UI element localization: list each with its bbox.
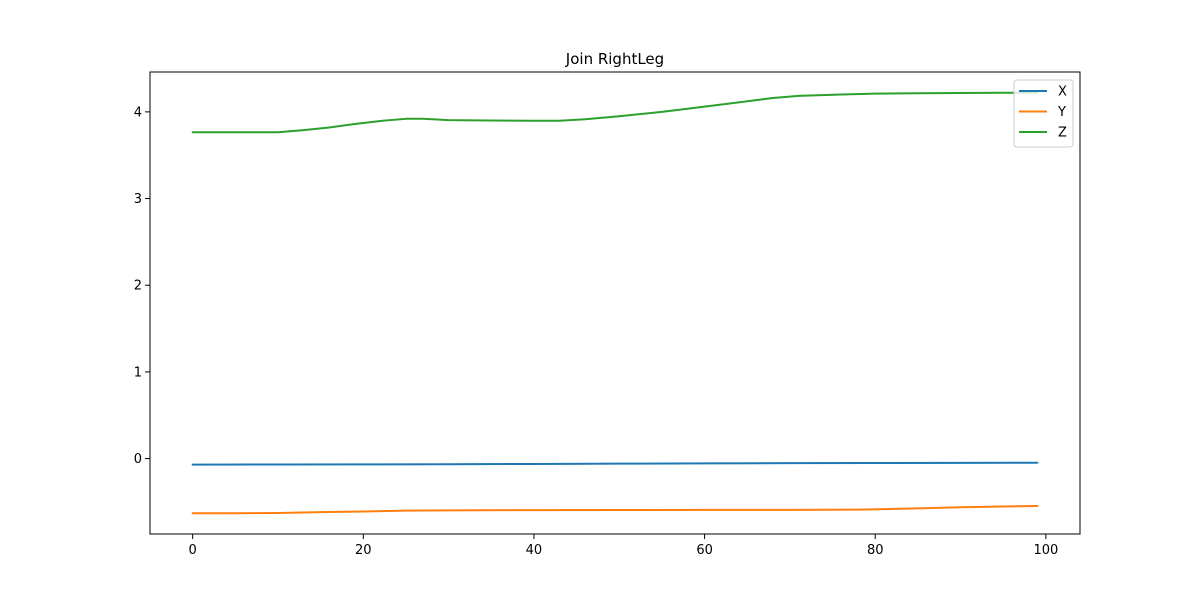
plot-area-frame: [149, 71, 1081, 535]
y-tick-label: 1: [134, 365, 142, 380]
x-tick-label: 20: [355, 543, 372, 558]
x-tick-label: 60: [696, 543, 713, 558]
legend-label-y: Y: [1057, 105, 1066, 120]
y-tick-label: 3: [134, 192, 142, 207]
series-line-y: [191, 505, 1039, 515]
y-tick-label: 0: [134, 452, 142, 467]
series-line-x: [191, 461, 1039, 466]
series-line-z: [191, 91, 1039, 134]
legend: XYZ: [1013, 79, 1074, 148]
legend-label-x: X: [1058, 85, 1067, 100]
x-tick-label: 40: [526, 543, 543, 558]
y-tick-label: 2: [134, 279, 142, 294]
series-layer: [191, 91, 1039, 515]
chart-title: Join RightLeg: [565, 50, 664, 68]
x-tick-label: 0: [189, 543, 197, 558]
legend-box: [1013, 79, 1074, 148]
y-tick-label: 4: [134, 105, 142, 120]
x-axis: 0 20 40 60 80 100: [189, 534, 1058, 558]
legend-label-z: Z: [1058, 126, 1067, 141]
x-tick-label: 80: [867, 543, 884, 558]
y-axis: 0 1 2 3 4: [134, 105, 150, 467]
x-tick-label: 100: [1033, 543, 1058, 558]
